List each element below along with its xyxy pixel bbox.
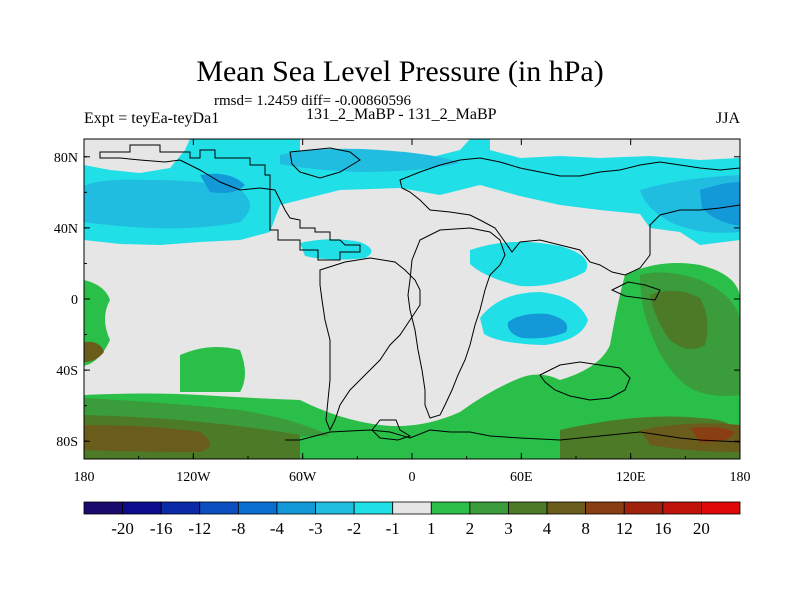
colorbar-label: 12 bbox=[616, 519, 633, 538]
south-pacific-positive bbox=[180, 346, 245, 392]
y-tick-label: 40S bbox=[56, 364, 78, 379]
colorbar-swatch bbox=[160, 501, 201, 515]
colorbar-swatch bbox=[83, 501, 123, 515]
chart-title: Mean Sea Level Pressure (in hPa) bbox=[196, 55, 604, 88]
colorbar-swatch bbox=[199, 501, 239, 515]
colorbar-label: -16 bbox=[150, 519, 173, 538]
negative-patch-5 bbox=[700, 182, 740, 226]
x-tick-label: 60W bbox=[289, 470, 317, 485]
y-tick-label: 80N bbox=[54, 151, 78, 166]
colorbar-label: -2 bbox=[347, 519, 361, 538]
colorbar-label: -1 bbox=[386, 519, 400, 538]
x-axis: 180 120W 60W 0 60E 120E 180 bbox=[74, 139, 751, 485]
x-tick-label: 120E bbox=[616, 470, 646, 485]
tropical-negative-core bbox=[507, 313, 568, 339]
tropical-negative-2 bbox=[470, 241, 588, 287]
colorbar-swatch bbox=[392, 501, 432, 515]
negative-patch-1 bbox=[84, 179, 250, 229]
colorbar-label: -3 bbox=[308, 519, 322, 538]
x-tick-label: 60E bbox=[510, 470, 533, 485]
y-tick-label: 80S bbox=[56, 435, 78, 450]
negative-patch-2 bbox=[280, 148, 460, 172]
coastline-greenland bbox=[289, 147, 361, 179]
experiment-label: Expt = teyEa-teyDa1 bbox=[84, 110, 220, 127]
colorbar-label: 20 bbox=[693, 519, 710, 538]
colorbar-label: 4 bbox=[543, 519, 552, 538]
south-positive-4 bbox=[84, 425, 210, 452]
colorbar-label: 3 bbox=[504, 519, 513, 538]
coastline-africa bbox=[407, 227, 506, 419]
colorbar-swatch bbox=[122, 501, 162, 515]
filled-contours bbox=[84, 139, 740, 459]
y-tick-label: 40N bbox=[54, 222, 78, 237]
coastline-antarctica bbox=[285, 429, 740, 443]
colorbar-swatch bbox=[546, 501, 587, 515]
coastline-australia bbox=[539, 361, 631, 401]
period-label: 131_2_MaBP - 131_2_MaBP bbox=[306, 106, 497, 123]
coastline-north-america bbox=[99, 144, 361, 261]
colorbar-swatch bbox=[276, 501, 316, 515]
colorbar-swatch bbox=[623, 501, 664, 515]
x-tick-label: 180 bbox=[74, 470, 95, 485]
season-label: JJA bbox=[716, 110, 741, 127]
y-tick-label: 0 bbox=[71, 293, 78, 308]
coastline-eurasia bbox=[399, 157, 740, 276]
x-tick-label: 180 bbox=[730, 470, 751, 485]
north-negative-band bbox=[84, 139, 740, 245]
colorbar-swatch bbox=[315, 501, 355, 515]
colorbar: -20 -16 -12 -8 -4 -3 -2 -1 1 2 3 4 8 12 16 20 bbox=[83, 501, 741, 538]
coastline-antarctic-peninsula bbox=[371, 419, 412, 441]
south-positive-band bbox=[84, 262, 740, 459]
x-tick-label: 120W bbox=[176, 470, 211, 485]
colorbar-label: -8 bbox=[231, 519, 245, 538]
colorbar-label: -20 bbox=[111, 519, 134, 538]
east-positive-3 bbox=[650, 290, 708, 349]
x-tick-label: 0 bbox=[409, 470, 416, 485]
rmsd-stats: rmsd= 1.2459 diff= -0.00860596 bbox=[214, 93, 412, 109]
colorbar-label: -12 bbox=[188, 519, 211, 538]
colorbar-label: -4 bbox=[270, 519, 285, 538]
colorbar-swatch bbox=[469, 501, 509, 515]
colorbar-label: 8 bbox=[581, 519, 590, 538]
y-axis: 80N 40N 0 40S 80S bbox=[54, 151, 740, 450]
colorbar-label: 2 bbox=[466, 519, 475, 538]
colorbar-swatch bbox=[585, 501, 625, 515]
coastline-se-asia bbox=[610, 281, 661, 301]
colorbar-swatch bbox=[662, 501, 702, 515]
colorbar-swatch bbox=[353, 501, 394, 515]
west-positive-4 bbox=[84, 341, 104, 362]
colorbar-swatch bbox=[701, 501, 741, 515]
coastlines bbox=[99, 144, 740, 443]
colorbar-label: 1 bbox=[427, 519, 436, 538]
coastline-south-america bbox=[319, 257, 421, 432]
colorbar-label: 16 bbox=[654, 519, 671, 538]
colorbar-swatch bbox=[237, 501, 278, 515]
colorbar-swatch bbox=[430, 501, 471, 515]
south-positive-5 bbox=[690, 427, 735, 443]
colorbar-swatch bbox=[508, 501, 548, 515]
